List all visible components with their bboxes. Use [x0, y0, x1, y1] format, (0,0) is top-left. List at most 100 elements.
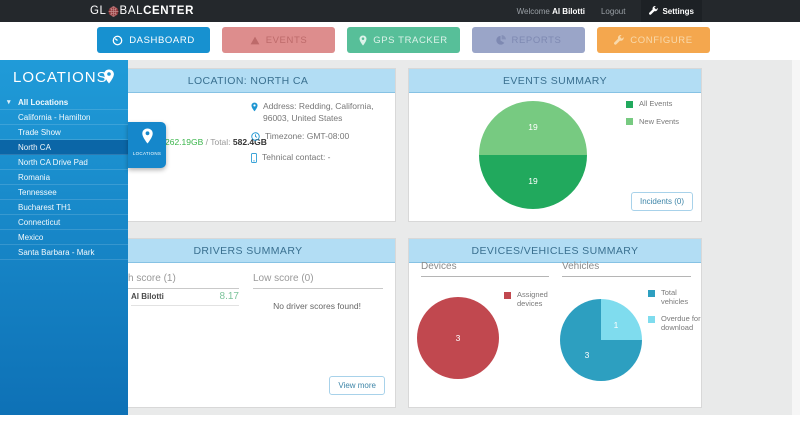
storage-separator: / Total: — [203, 137, 233, 147]
warning-icon — [250, 36, 260, 45]
driver-score: 8.17 — [219, 291, 239, 302]
total-vehicles-swatch — [648, 289, 655, 297]
location-panel-title: LOCATION: NORTH CA — [101, 69, 395, 93]
map-pin-icon — [103, 69, 115, 89]
tab-dashboard[interactable]: DASHBOARD — [97, 27, 210, 53]
devices-panel-title: DEVICES/VEHICLES SUMMARY — [409, 239, 701, 263]
locations-sidebar: LOCATIONS ▾ All Locations California - Ha… — [0, 60, 128, 415]
total-vehicles-value: 3 — [584, 350, 590, 360]
sidebar-item-trade-show[interactable]: Trade Show — [0, 125, 128, 140]
user-name: Al Bilotti — [552, 6, 585, 16]
tab-configure[interactable]: CONFIGURE — [597, 27, 710, 53]
flyout-label: LOCATIONS — [132, 151, 162, 156]
settings-label: Settings — [662, 6, 694, 16]
sidebar-item-label: North CA — [18, 142, 51, 152]
address-text: Address: Redding, California, 96003, Uni… — [263, 101, 374, 123]
drivers-panel-title: DRIVERS SUMMARY — [101, 239, 395, 263]
sidebar-item-label: Tennessee — [18, 187, 57, 197]
sidebar-item-all-locations[interactable]: ▾ All Locations — [0, 95, 128, 110]
low-score-header: Low score (0) — [253, 273, 383, 289]
clock-icon — [251, 131, 260, 145]
bottom-edge-strip — [0, 415, 800, 422]
right-edge-strip — [792, 60, 800, 415]
wrench-icon — [649, 5, 659, 17]
tab-gps-tracker-label: GPS TRACKER — [373, 34, 448, 46]
sidebar-item-north-ca-drive-pad[interactable]: North CA Drive Pad — [0, 155, 128, 170]
tab-gps-tracker[interactable]: GPS TRACKER — [347, 27, 460, 53]
sidebar-item-label: Santa Barbara - Mark — [18, 247, 95, 257]
vehicles-legend: Total vehicles Overdue for download — [648, 288, 705, 341]
sidebar-item-label: North CA Drive Pad — [18, 157, 88, 167]
logout-link[interactable]: Logout — [600, 6, 626, 16]
address-pin-icon — [251, 101, 258, 124]
tab-events[interactable]: EVENTS — [222, 27, 335, 53]
sidebar-item-santa-barbara-mark[interactable]: Santa Barbara - Mark — [0, 245, 128, 260]
events-panel-title: EVENTS SUMMARY — [409, 69, 701, 93]
assigned-devices-value: 3 — [455, 333, 461, 343]
sidebar-item-connecticut[interactable]: Connecticut — [0, 215, 128, 230]
assigned-devices-label: Assigned devices — [517, 290, 548, 308]
settings-button[interactable]: Settings — [641, 0, 702, 22]
sidebar-item-label: Romania — [18, 172, 51, 182]
sidebar-item-romania[interactable]: Romania — [0, 170, 128, 185]
overdue-download-swatch — [648, 315, 655, 323]
sidebar-item-label: Mexico — [18, 232, 44, 242]
sidebar-item-bucharest-th1[interactable]: Bucharest TH1 — [0, 200, 128, 215]
tab-reports-label: REPORTS — [511, 34, 562, 46]
legend-total-vehicles: Total vehicles — [648, 288, 705, 306]
total-vehicles-label: Total vehicles — [661, 288, 689, 306]
top-bar: GL BAL CENTER Welcome Al Bilotti Logout … — [0, 0, 800, 22]
overdue-vehicles-value: 1 — [613, 320, 619, 330]
vehicles-pie-chart: 1 3 — [560, 299, 642, 381]
location-panel: LOCATION: NORTH CA 262.19GB / Total: 582… — [100, 68, 396, 222]
welcome-text: Welcome Al Bilotti — [517, 7, 585, 16]
view-more-button[interactable]: View more — [329, 376, 385, 395]
sidebar-item-north-ca[interactable]: North CA — [0, 140, 128, 155]
legend-assigned-devices: Assigned devices — [504, 290, 557, 308]
high-score-header: High score (1) — [113, 273, 239, 289]
wrench-icon — [614, 35, 624, 45]
sidebar-item-california-hamilton[interactable]: California - Hamilton — [0, 110, 128, 125]
sidebar-item-tennessee[interactable]: Tennessee — [0, 185, 128, 200]
vehicles-header: Vehicles — [562, 261, 691, 277]
chevron-down-icon: ▾ — [7, 99, 11, 106]
sidebar-item-mexico[interactable]: Mexico — [0, 230, 128, 245]
storage-used-value: 262.19GB — [165, 137, 204, 147]
events-panel: EVENTS SUMMARY 19 19 All Events New Even… — [408, 68, 702, 222]
sidebar-item-label: California - Hamilton — [18, 112, 91, 122]
driver-name: Al Bilotti — [131, 292, 164, 301]
driver-score-row[interactable]: Al Bilotti 8.17 — [131, 291, 239, 306]
assigned-devices-swatch — [504, 291, 511, 299]
location-info: Address: Redding, California, 96003, Uni… — [251, 101, 391, 173]
events-pie-chart: 19 19 — [479, 101, 587, 209]
topbar-user-area: Welcome Al Bilotti Logout Settings — [517, 0, 702, 22]
storage-total-value: 582.4GB — [232, 137, 267, 147]
tab-events-label: EVENTS — [265, 34, 308, 46]
map-pin-icon — [359, 35, 367, 46]
overdue-download-label: Overdue for download — [661, 314, 701, 332]
new-events-label: New Events — [639, 116, 680, 126]
sidebar-item-label: All Locations — [18, 97, 69, 107]
timezone-row: Timezone: GMT-08:00 — [251, 131, 391, 145]
new-events-value: 19 — [528, 122, 538, 132]
pie-chart-icon — [495, 35, 506, 45]
sidebar-item-label: Connecticut — [18, 217, 61, 227]
logo-text-bold: CENTER — [143, 5, 194, 17]
contact-row: Tehnical contact: - — [251, 152, 391, 167]
legend-overdue-download: Overdue for download — [648, 314, 705, 332]
legend-new-events: New Events — [626, 116, 680, 127]
locations-flyout-button[interactable]: LOCATIONS — [128, 122, 166, 168]
tab-configure-label: CONFIGURE — [630, 34, 693, 46]
devices-legend: Assigned devices — [504, 290, 557, 317]
tab-reports[interactable]: REPORTS — [472, 27, 585, 53]
all-events-label: All Events — [639, 99, 673, 108]
devices-header: Devices — [421, 261, 549, 277]
app-logo: GL BAL CENTER — [90, 0, 194, 22]
all-events-value: 19 — [528, 176, 538, 186]
main-nav: DASHBOARD EVENTS GPS TRACKER REPORTS CON… — [0, 22, 800, 76]
timezone-text: Timezone: GMT-08:00 — [265, 131, 350, 141]
incidents-button[interactable]: Incidents (0) — [630, 192, 693, 211]
drivers-panel: DRIVERS SUMMARY High score (1) Low score… — [100, 238, 396, 408]
map-pin-icon — [141, 128, 154, 148]
